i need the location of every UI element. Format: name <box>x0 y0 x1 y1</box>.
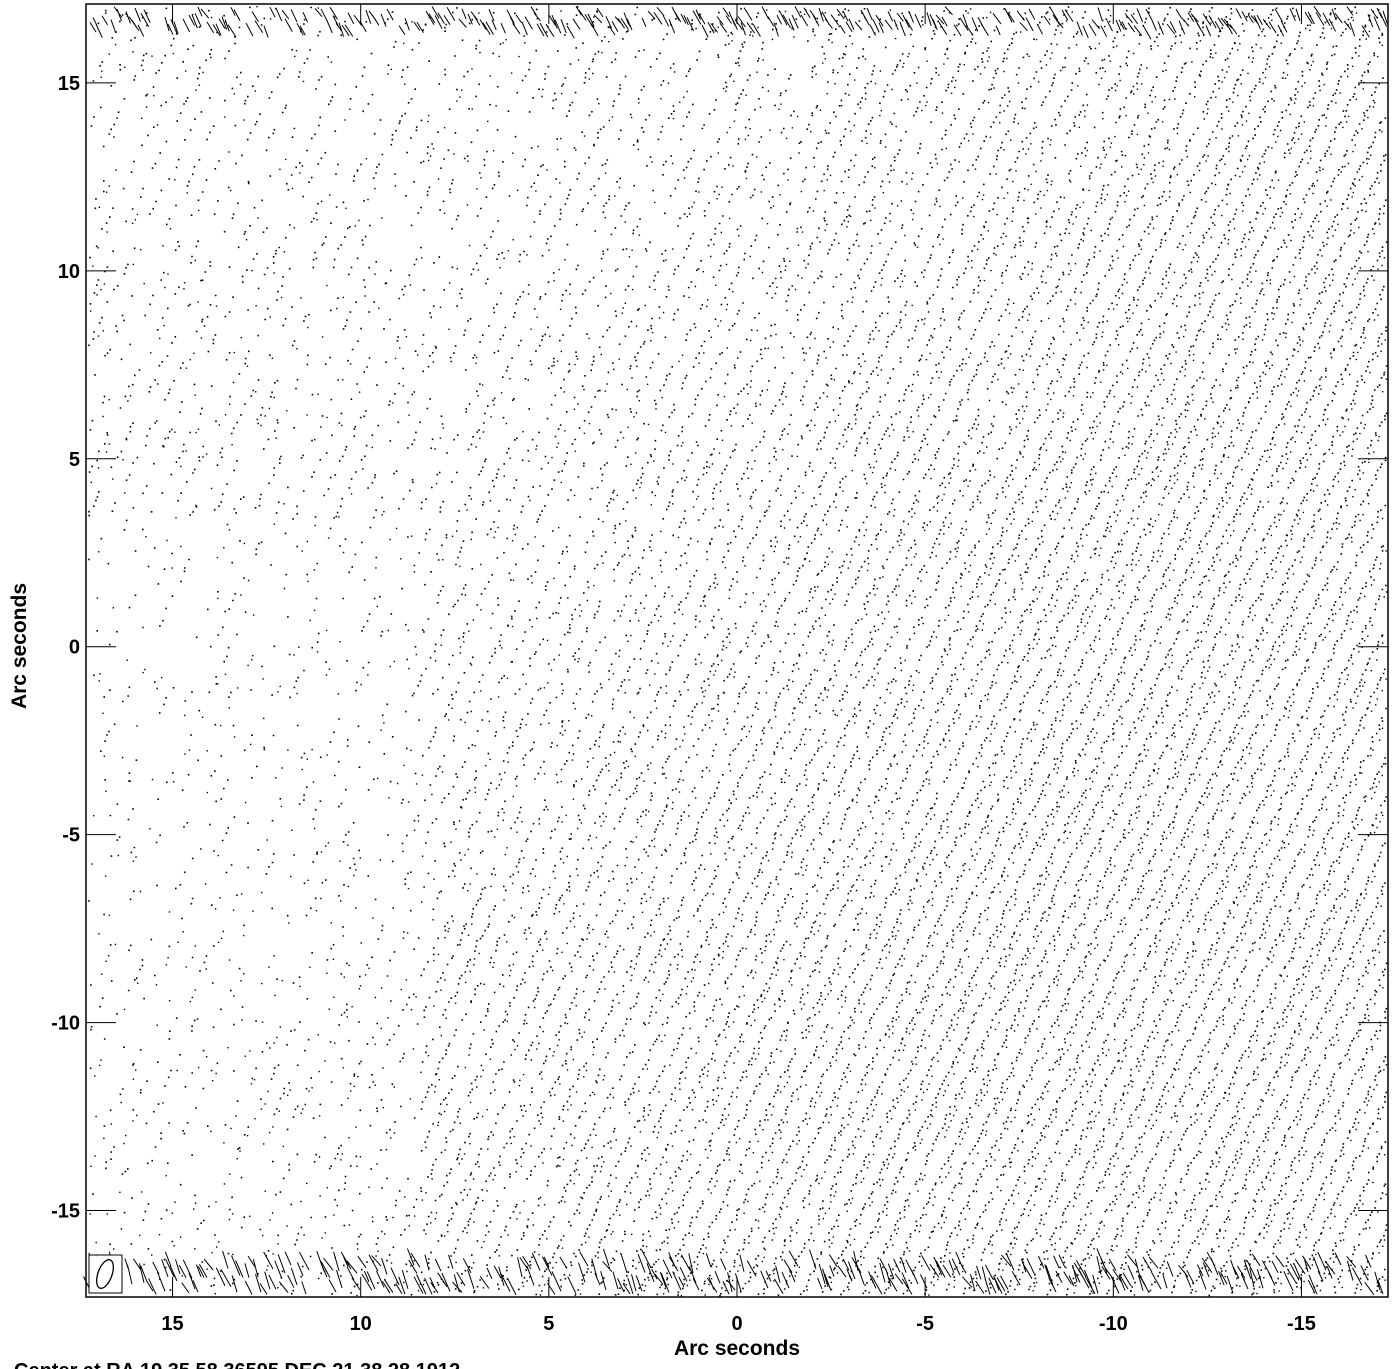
x-tick-label: -5 <box>916 1313 934 1335</box>
y-tick-label: 0 <box>69 637 80 659</box>
center-caption: Center at RA 19 35 58.36595 DEC 21 38 28… <box>14 1360 460 1369</box>
x-tick-label: 10 <box>350 1313 372 1335</box>
x-tick-label: 5 <box>543 1313 554 1335</box>
axis-ticks <box>86 4 1388 1297</box>
beam-inset <box>88 1254 123 1294</box>
beam-ellipse <box>96 1259 114 1289</box>
y-tick-label: 10 <box>58 261 80 283</box>
y-axis-label: Arc seconds <box>8 583 31 709</box>
y-tick-label: -10 <box>51 1013 80 1035</box>
x-tick-label: 15 <box>161 1313 183 1335</box>
x-axis-label: Arc seconds <box>674 1337 800 1360</box>
y-tick-label: -15 <box>51 1201 80 1223</box>
x-tick-label: 0 <box>731 1313 742 1335</box>
edge-hatching <box>83 5 1388 1296</box>
x-tick-label: -15 <box>1287 1313 1316 1335</box>
contour-marks-layer <box>83 5 1388 1297</box>
y-tick-label: 5 <box>69 449 80 471</box>
y-tick-labels: 15 10 5 0 -5 -10 -15 <box>51 73 80 1223</box>
y-tick-label: -5 <box>62 825 80 847</box>
y-tick-label: 15 <box>58 73 80 95</box>
x-tick-label: -10 <box>1099 1313 1128 1335</box>
x-tick-labels: 15 10 5 0 -5 -10 -15 <box>161 1313 1315 1335</box>
